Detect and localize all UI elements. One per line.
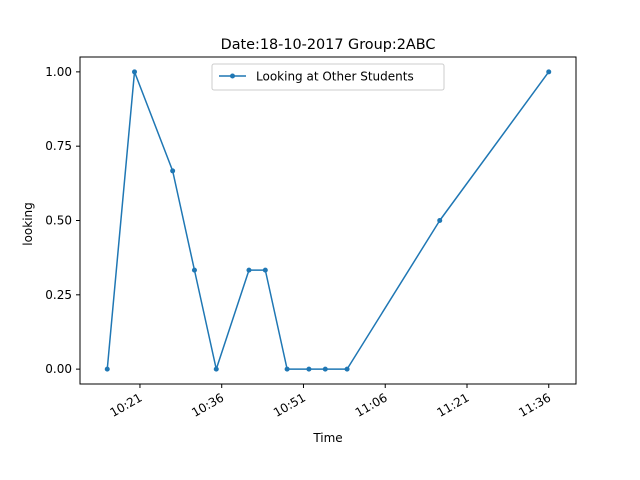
data-point [306,366,312,372]
legend-box [211,63,445,91]
x-axis-label: Time [312,431,342,445]
y-axis-label: looking [21,202,35,246]
data-point [437,218,443,223]
data-point [262,267,268,273]
chart-title: Date:18-10-2017 Group:2ABC [221,37,436,53]
data-point [132,69,138,75]
legend-series-label: Looking at Other Students [256,70,414,84]
y-tick-label: 0.25 [45,288,72,302]
data-point [170,168,176,174]
y-tick-label: 0.00 [45,362,72,376]
y-axis: 0.00 0.25 0.50 0.75 1.00 [45,65,80,376]
data-point [322,366,328,372]
data-point [104,366,110,372]
legend: Looking at Other Students [211,63,445,91]
data-point [546,69,552,75]
y-tick-label: 1.00 [45,65,72,79]
y-tick-label: 0.50 [45,214,72,228]
data-point [284,366,290,372]
data-point [344,366,350,372]
data-point [191,267,197,273]
data-point [246,267,252,273]
legend-marker-sample [230,73,235,79]
data-point [213,366,219,372]
y-tick-label: 0.75 [45,139,72,153]
